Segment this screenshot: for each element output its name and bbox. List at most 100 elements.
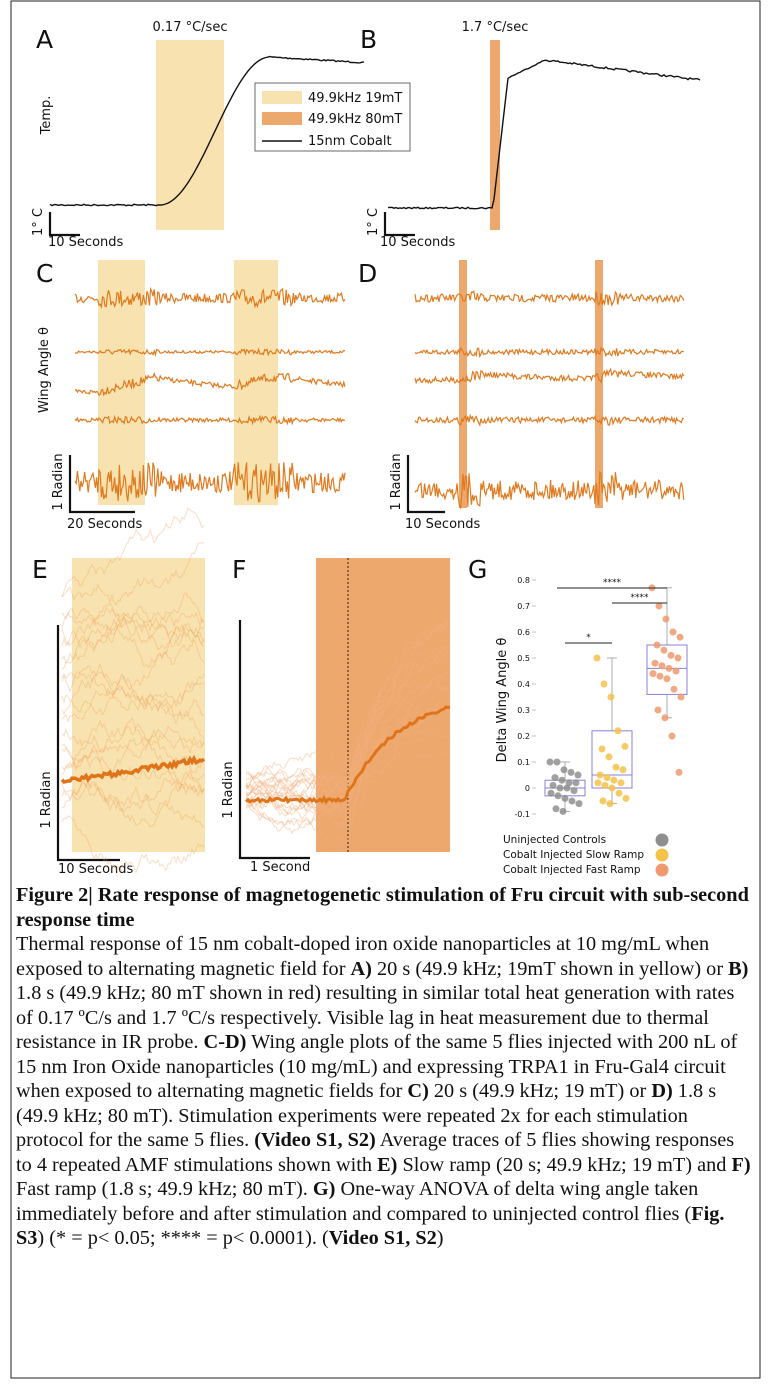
data-point	[570, 787, 578, 795]
trace	[61, 616, 205, 670]
data-point	[551, 774, 559, 782]
trace	[61, 623, 205, 692]
trace	[61, 592, 205, 647]
scale-bar	[383, 212, 415, 237]
scale-bar	[68, 455, 135, 514]
data-point	[600, 680, 608, 688]
significance-label: ****	[603, 578, 622, 588]
data-point	[547, 789, 555, 797]
data-point	[656, 672, 664, 680]
data-point	[674, 654, 682, 662]
trace	[61, 719, 205, 764]
trace	[61, 771, 205, 828]
data-point	[660, 646, 668, 654]
data-point	[662, 615, 670, 623]
trace	[245, 706, 451, 795]
stim-band	[316, 558, 450, 852]
scale-y-label: 1° C	[366, 208, 381, 236]
legend-swatch	[262, 112, 302, 125]
scale-x-label: 10 Seconds	[58, 862, 134, 877]
data-point	[594, 779, 602, 787]
y-tick-label: 0.8	[517, 576, 530, 585]
caption-text: Video S1, S2	[328, 1227, 437, 1249]
trace	[61, 662, 205, 740]
legend-label: 49.9kHz 80mT	[308, 112, 402, 127]
data-point	[612, 763, 620, 771]
trace	[245, 702, 451, 820]
box	[646, 644, 688, 695]
legend-label: 15nm Cobalt	[308, 134, 392, 149]
caption-text: Wing angle plots of the same 5 flies inj…	[16, 1031, 738, 1102]
trace	[414, 367, 685, 385]
mean-trace	[60, 754, 206, 784]
trace	[61, 542, 205, 606]
trace	[414, 470, 685, 510]
data-point	[675, 768, 683, 776]
trace	[414, 346, 684, 359]
data-point	[561, 794, 569, 802]
caption: Figure 2| Rate response of magnetogeneti…	[16, 883, 754, 1251]
data-point	[572, 779, 580, 787]
trace	[61, 507, 205, 598]
panel-letter: A	[36, 25, 53, 54]
data-point	[567, 768, 575, 776]
scale-y-label: 1 Radian	[221, 761, 236, 818]
legend-marker	[655, 848, 669, 862]
data-point	[677, 693, 685, 701]
data-point	[621, 742, 629, 750]
caption-text: ) (* = p< 0.05; **** = p< 0.0001). (	[37, 1227, 329, 1249]
legend-marker	[655, 833, 669, 847]
caption-text: F)	[731, 1153, 751, 1176]
data-point	[655, 602, 663, 610]
legend-label: Cobalt Injected Fast Ramp	[503, 864, 641, 876]
trace	[245, 672, 451, 793]
scale-x-label: 10 Seconds	[405, 517, 481, 532]
scale-x-label: 10 Seconds	[380, 235, 456, 250]
trace	[61, 670, 205, 716]
y-tick-label: 0.1	[517, 758, 530, 767]
data-point	[563, 784, 571, 792]
y-tick-label: 0.3	[517, 706, 530, 715]
data-point	[653, 641, 661, 649]
data-point	[649, 670, 657, 678]
data-point	[554, 792, 562, 800]
frame	[10, 0, 761, 1379]
data-point	[568, 797, 576, 805]
axis-label: Temp.	[39, 96, 54, 136]
data-point	[552, 805, 560, 813]
data-point	[605, 753, 613, 761]
legend-label: 49.9kHz 19mT	[308, 91, 402, 106]
data-point	[622, 794, 630, 802]
trace	[61, 618, 205, 669]
data-point	[608, 784, 616, 792]
data-point	[615, 789, 623, 797]
scale-bar	[56, 625, 120, 862]
trace	[61, 674, 205, 716]
data-point	[606, 800, 614, 808]
data-point	[667, 651, 675, 659]
trace	[61, 608, 205, 647]
panel-letter: F	[232, 555, 246, 584]
trace	[61, 684, 205, 726]
data-point	[575, 800, 583, 808]
stim-band	[72, 558, 205, 852]
trace	[61, 612, 205, 650]
data-point	[553, 758, 561, 766]
data-point	[610, 776, 618, 784]
trace	[61, 736, 205, 798]
trace	[245, 684, 451, 833]
scale-y-label: 1 Radian	[39, 771, 54, 828]
y-tick-label: 0.4	[517, 680, 530, 689]
data-point	[668, 732, 676, 740]
data-point	[549, 781, 557, 789]
trace	[245, 678, 451, 790]
data-point	[654, 706, 662, 714]
data-point	[558, 776, 566, 784]
scale-y-label: 1 Radian	[51, 453, 66, 510]
data-point	[559, 807, 567, 815]
legend-swatch	[262, 91, 302, 104]
panel-letter: D	[358, 259, 377, 288]
trace	[49, 55, 365, 207]
trace	[245, 619, 451, 835]
